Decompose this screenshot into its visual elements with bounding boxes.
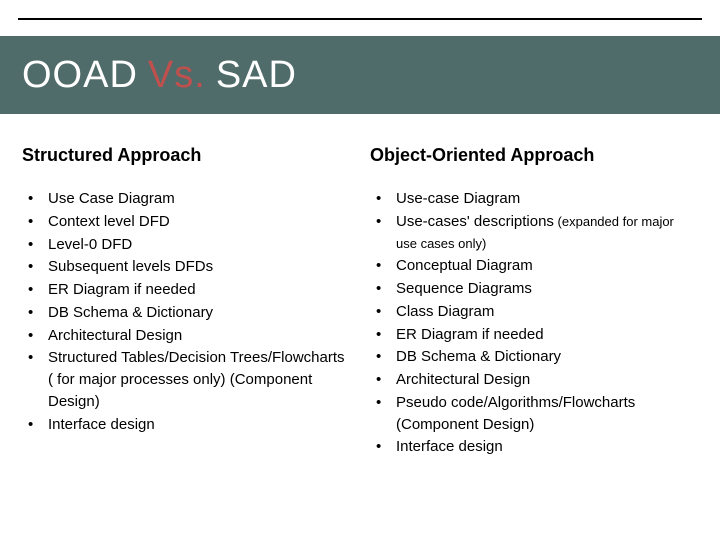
item-text: Class Diagram [396,303,494,320]
item-text: Context level DFD [48,213,170,230]
right-heading: Object-Oriented Approach [370,145,698,166]
item-text: Level-0 DFD [48,236,132,253]
top-divider [18,18,702,20]
list-item: ER Diagram if needed [376,324,698,346]
left-list: Use Case Diagram Context level DFD Level… [22,188,350,435]
item-text: Interface design [396,438,503,455]
list-item: Pseudo code/Algorithms/Flowcharts (Compo… [376,392,698,436]
list-item: Use-cases' descriptions (expanded for ma… [376,211,698,255]
item-text: Architectural Design [396,371,530,388]
left-heading: Structured Approach [22,145,350,166]
list-item: DB Schema & Dictionary [28,302,350,324]
right-list: Use-case Diagram Use-cases' descriptions… [370,188,698,458]
title-part-2: Vs. [148,54,206,97]
columns: Structured Approach Use Case Diagram Con… [22,145,698,459]
item-text: Interface design [48,416,155,433]
list-item: ER Diagram if needed [28,279,350,301]
list-item: Architectural Design [28,325,350,347]
list-item: Sequence Diagrams [376,278,698,300]
item-text: Subsequent levels DFDs [48,258,213,275]
list-item: Class Diagram [376,301,698,323]
list-item: Use-case Diagram [376,188,698,210]
item-text: DB Schema & Dictionary [396,348,561,365]
item-text: DB Schema & Dictionary [48,304,213,321]
list-item: Conceptual Diagram [376,255,698,277]
item-text: Architectural Design [48,327,182,344]
list-item: DB Schema & Dictionary [376,346,698,368]
right-column: Object-Oriented Approach Use-case Diagra… [370,145,698,459]
item-text: Sequence Diagrams [396,280,532,297]
list-item: Level-0 DFD [28,234,350,256]
item-text: Structured Tables/Decision Trees/Flowcha… [48,349,345,410]
item-text: ER Diagram if needed [396,326,544,343]
item-text: Conceptual Diagram [396,257,533,274]
slide: OOAD Vs. SAD Structured Approach Use Cas… [0,0,720,540]
list-item: Structured Tables/Decision Trees/Flowcha… [28,347,350,412]
item-text: ER Diagram if needed [48,281,196,298]
title-bar: OOAD Vs. SAD [0,36,720,114]
list-item: Interface design [376,436,698,458]
item-text: Pseudo code/Algorithms/Flowcharts (Compo… [396,394,635,433]
item-text: Use-cases' descriptions [396,213,554,230]
list-item: Subsequent levels DFDs [28,256,350,278]
list-item: Architectural Design [376,369,698,391]
title-part-3: SAD [216,54,297,97]
list-item: Interface design [28,414,350,436]
left-column: Structured Approach Use Case Diagram Con… [22,145,350,459]
item-text: Use-case Diagram [396,190,520,207]
list-item: Context level DFD [28,211,350,233]
title-part-1: OOAD [22,54,138,97]
item-text: Use Case Diagram [48,190,175,207]
list-item: Use Case Diagram [28,188,350,210]
